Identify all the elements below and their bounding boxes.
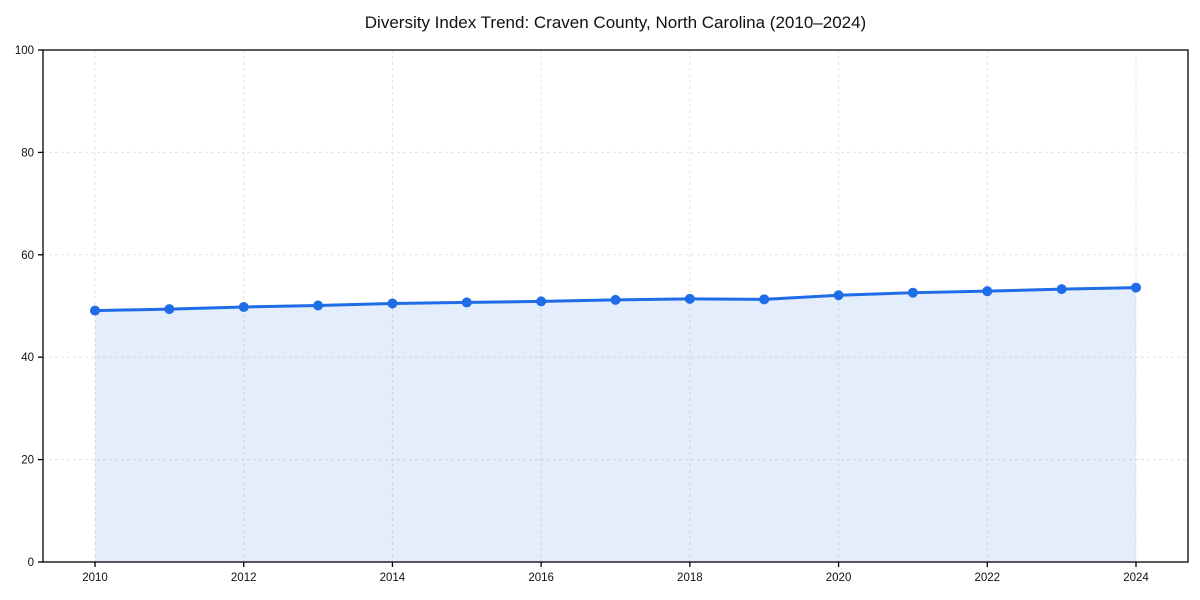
- data-point: [1056, 284, 1067, 295]
- y-tick-label: 60: [21, 250, 34, 262]
- data-point: [536, 296, 547, 307]
- x-tick-label: 2012: [231, 572, 257, 584]
- y-tick-label: 20: [21, 455, 34, 467]
- y-tick-label: 80: [21, 147, 34, 159]
- area-fill: [95, 287, 1136, 562]
- y-tick-label: 0: [28, 557, 34, 569]
- plot-border: [42, 49, 1189, 563]
- data-point: [164, 304, 175, 315]
- data-point: [90, 305, 100, 316]
- data-point: [610, 294, 621, 305]
- data-point: [907, 287, 918, 298]
- data-point: [982, 286, 993, 297]
- x-tick-label: 2022: [974, 572, 1000, 584]
- data-point: [1131, 282, 1141, 293]
- data-point: [759, 294, 770, 305]
- x-tick-label: 2018: [677, 572, 703, 584]
- x-tick-label: 2020: [826, 572, 852, 584]
- x-tick-label: 2010: [82, 572, 108, 584]
- data-point: [833, 290, 844, 301]
- y-tick-label: 40: [21, 352, 34, 364]
- x-tick-label: 2024: [1123, 572, 1149, 584]
- data-point: [313, 300, 324, 311]
- data-point: [238, 302, 249, 313]
- data-point: [684, 293, 695, 304]
- x-tick-label: 2014: [380, 572, 406, 584]
- y-tick-label: 100: [15, 45, 34, 57]
- data-point: [461, 297, 472, 308]
- chart-title: Diversity Index Trend: Craven County, No…: [364, 13, 867, 32]
- x-tick-label: 2016: [528, 572, 554, 584]
- data-point: [387, 298, 398, 309]
